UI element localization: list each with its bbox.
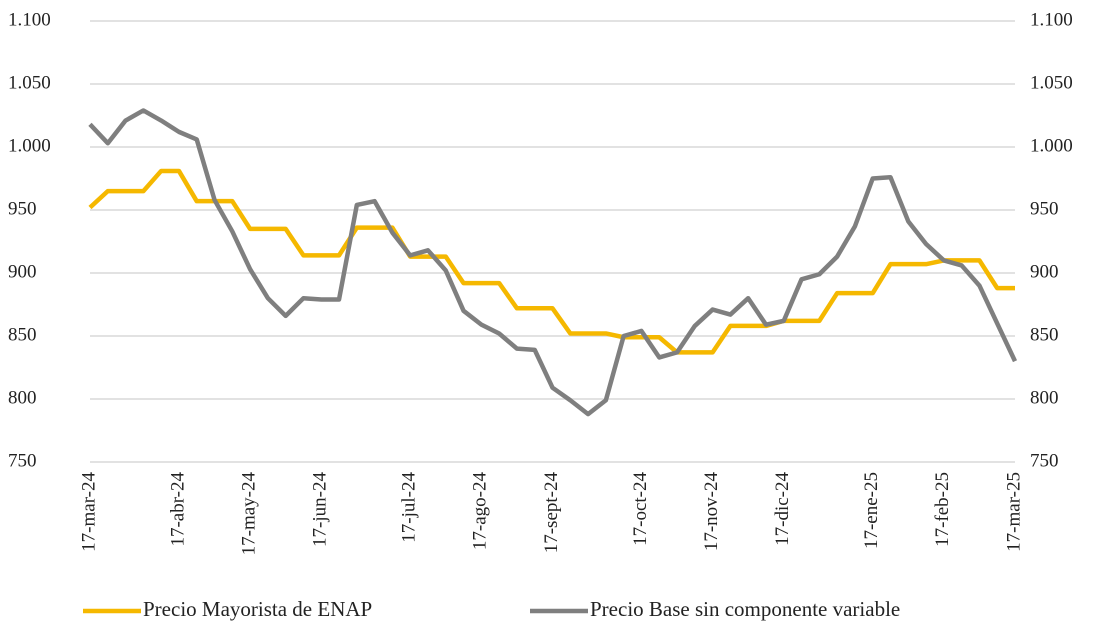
y2-tick-label: 850 [1030, 324, 1059, 345]
y2-tick-label: 1.100 [1030, 9, 1073, 30]
y2-tick-label: 1.000 [1030, 135, 1073, 156]
line-series [88, 108, 1018, 417]
y2-tick-label: 750 [1030, 450, 1059, 471]
legend-label: Precio Base sin componente variable [590, 597, 900, 621]
x-tick-label: 17-mar-24 [78, 472, 99, 552]
x-tick-label: 17-feb-25 [932, 472, 953, 547]
y-tick-label: 1.100 [8, 9, 51, 30]
y-tick-label: 1.050 [8, 72, 51, 93]
y-tick-label: 850 [8, 324, 37, 345]
x-tick-label: 17-oct-24 [630, 472, 651, 546]
y-tick-label: 950 [8, 198, 37, 219]
x-tick-label: 17-dic-24 [772, 472, 793, 546]
x-tick-label: 17-nov-24 [701, 472, 722, 552]
x-tick-label: 17-jun-24 [310, 472, 331, 547]
y2-tick-label: 900 [1030, 261, 1059, 282]
x-tick-label: 17-abr-24 [167, 472, 188, 547]
y2-tick-label: 1.050 [1030, 72, 1073, 93]
y2-tick-label: 800 [1030, 387, 1059, 408]
y-tick-label: 900 [8, 261, 37, 282]
y2-tick-label: 950 [1030, 198, 1059, 219]
legend-label: Precio Mayorista de ENAP [143, 597, 372, 621]
y-tick-label: 750 [8, 450, 37, 471]
x-tick-label: 17-jul-24 [399, 472, 420, 543]
x-tick-label: 17-mar-25 [1003, 472, 1024, 552]
y-tick-label: 800 [8, 387, 37, 408]
y-tick-label: 1.000 [8, 135, 51, 156]
x-tick-label: 17-sept-24 [541, 472, 562, 554]
x-tick-label: 17-ene-25 [861, 472, 882, 549]
x-tick-label: 17-ago-24 [470, 472, 491, 551]
x-tick-label: 17-may-24 [238, 472, 259, 556]
line-series [88, 168, 1015, 355]
